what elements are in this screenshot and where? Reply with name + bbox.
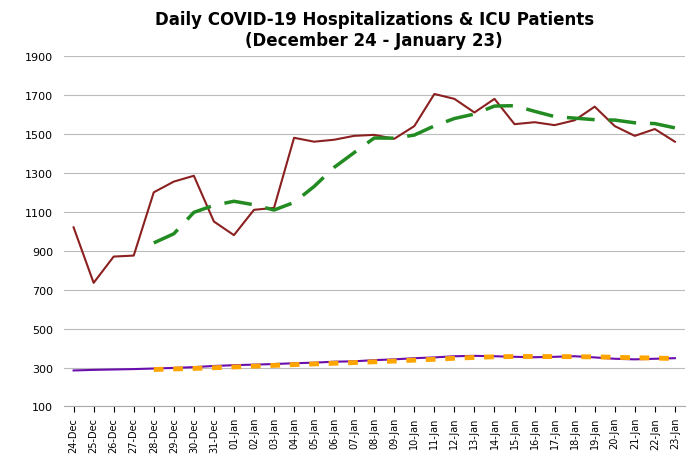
Title: Daily COVID-19 Hospitalizations & ICU Patients
(December 24 - January 23): Daily COVID-19 Hospitalizations & ICU Pa… xyxy=(155,11,594,50)
